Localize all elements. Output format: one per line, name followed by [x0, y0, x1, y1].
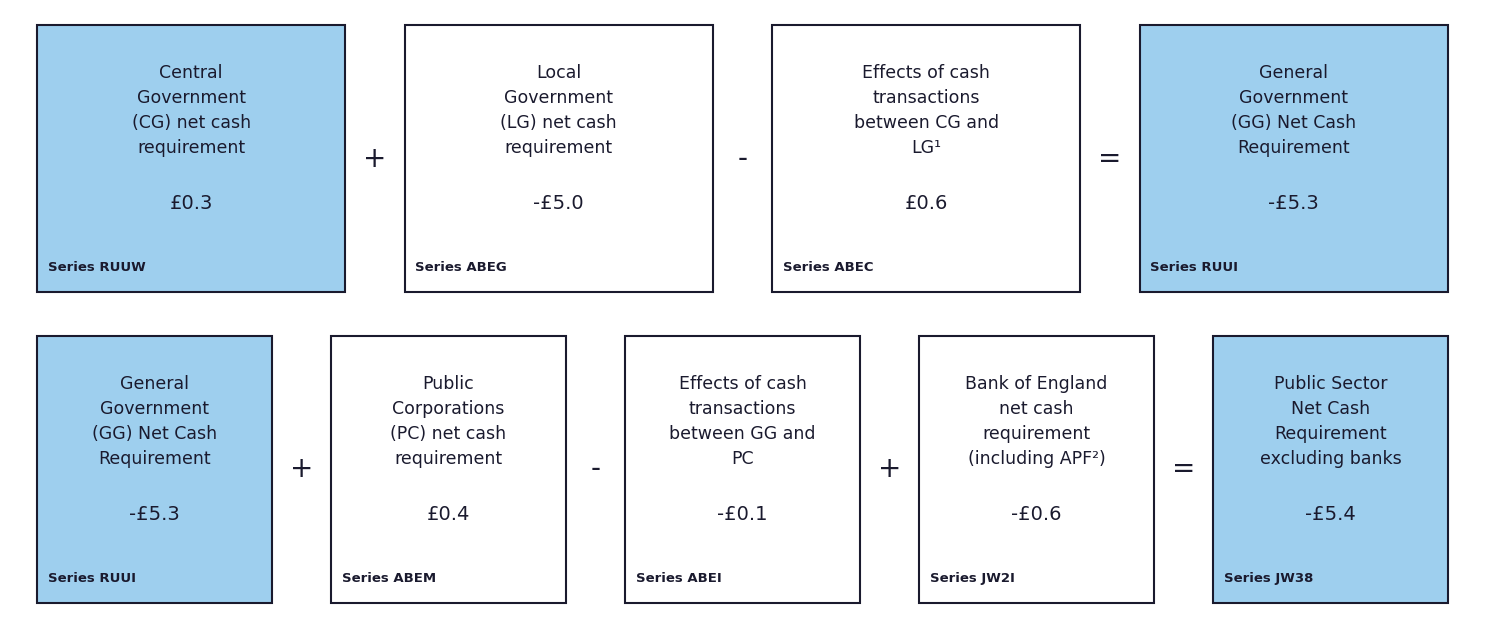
Text: £0.4: £0.4 — [426, 506, 471, 524]
Text: -£0.6: -£0.6 — [1011, 506, 1062, 524]
FancyBboxPatch shape — [1213, 336, 1448, 603]
Text: -£5.4: -£5.4 — [1305, 506, 1356, 524]
FancyBboxPatch shape — [772, 25, 1081, 292]
Text: +: + — [290, 455, 313, 484]
FancyBboxPatch shape — [37, 336, 272, 603]
Text: -£5.3: -£5.3 — [1268, 195, 1319, 214]
FancyBboxPatch shape — [331, 336, 566, 603]
Text: -£0.1: -£0.1 — [717, 506, 768, 524]
Text: =: = — [1099, 144, 1121, 173]
Text: Series JW2I: Series JW2I — [930, 572, 1014, 585]
Text: Central
Government
(CG) net cash
requirement: Central Government (CG) net cash require… — [132, 64, 251, 157]
Text: -: - — [591, 455, 600, 484]
Text: Series ABEM: Series ABEM — [342, 572, 435, 585]
Text: Effects of cash
transactions
between GG and
PC: Effects of cash transactions between GG … — [670, 375, 815, 468]
Text: =: = — [1172, 455, 1195, 484]
Text: Series JW38: Series JW38 — [1224, 572, 1313, 585]
FancyBboxPatch shape — [404, 25, 713, 292]
Text: Local
Government
(LG) net cash
requirement: Local Government (LG) net cash requireme… — [500, 64, 618, 157]
Text: Bank of England
net cash
requirement
(including APF²): Bank of England net cash requirement (in… — [965, 375, 1108, 468]
Text: Series RUUW: Series RUUW — [48, 261, 146, 274]
Text: -£5.0: -£5.0 — [533, 195, 584, 214]
Text: Series ABEI: Series ABEI — [636, 572, 722, 585]
FancyBboxPatch shape — [625, 336, 860, 603]
Text: General
Government
(GG) Net Cash
Requirement: General Government (GG) Net Cash Require… — [92, 375, 217, 468]
Text: £0.6: £0.6 — [904, 195, 947, 214]
FancyBboxPatch shape — [1140, 25, 1448, 292]
Text: Effects of cash
transactions
between CG and
LG¹: Effects of cash transactions between CG … — [854, 64, 999, 157]
Text: -: - — [738, 144, 747, 173]
Text: -£5.3: -£5.3 — [129, 506, 180, 524]
Text: Series RUUI: Series RUUI — [48, 572, 135, 585]
Text: £0.3: £0.3 — [169, 195, 212, 214]
FancyBboxPatch shape — [37, 25, 345, 292]
Text: Public
Corporations
(PC) net cash
requirement: Public Corporations (PC) net cash requir… — [391, 375, 506, 468]
Text: +: + — [878, 455, 901, 484]
Text: +: + — [364, 144, 386, 173]
Text: Series ABEC: Series ABEC — [783, 261, 873, 274]
Text: Series RUUI: Series RUUI — [1151, 261, 1238, 274]
FancyBboxPatch shape — [919, 336, 1154, 603]
Text: Series ABEG: Series ABEG — [414, 261, 506, 274]
Text: Public Sector
Net Cash
Requirement
excluding banks: Public Sector Net Cash Requirement exclu… — [1259, 375, 1402, 468]
Text: General
Government
(GG) Net Cash
Requirement: General Government (GG) Net Cash Require… — [1231, 64, 1356, 157]
